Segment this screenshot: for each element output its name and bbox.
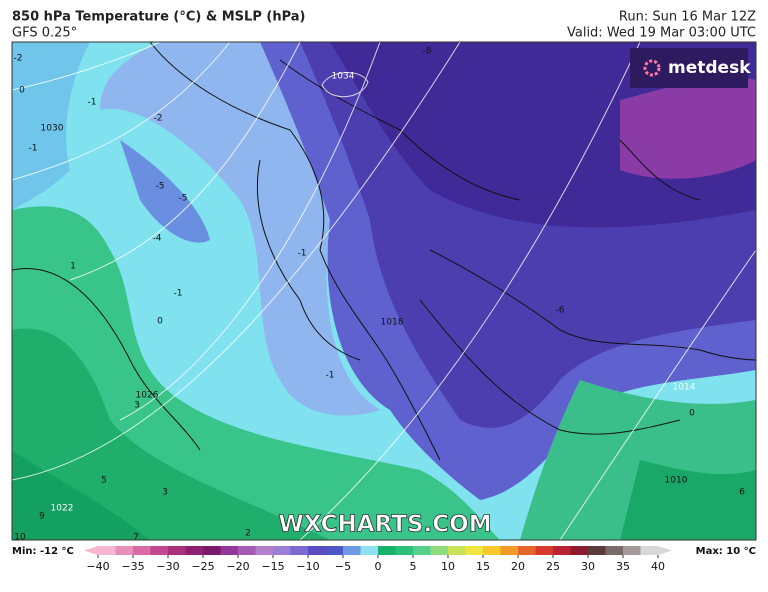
contour-label: 1034 — [332, 72, 355, 82]
colorbar-tick-label: 5 — [410, 560, 417, 573]
colorbar-segment — [238, 546, 256, 555]
colorbar-segment — [640, 546, 659, 555]
colorbar-segment — [343, 546, 361, 555]
colorbar-segment — [185, 546, 204, 555]
map: metdesk WXCHARTS.COM 1034103010261022101… — [11, 41, 757, 543]
logo-box — [630, 48, 748, 88]
colorbar-tick-label: 40 — [651, 560, 665, 573]
contour-label: 0 — [157, 317, 163, 327]
colorbar-tick-label: 10 — [441, 560, 455, 573]
model: GFS 0.25° — [12, 26, 77, 41]
contour-label: -1 — [29, 144, 38, 154]
colorbar-segment — [588, 546, 606, 555]
colorbar-segment — [168, 546, 186, 555]
colorbar-segment — [133, 546, 151, 555]
contour-label: -2 — [154, 114, 163, 124]
colorbar-segment — [98, 546, 116, 555]
contour-label: 6 — [739, 488, 745, 498]
contour-label: 3 — [134, 401, 140, 411]
contour-label: 5 — [101, 476, 107, 486]
contour-label: 1030 — [41, 124, 64, 134]
colorbar-tick-label: 30 — [581, 560, 595, 573]
colorbar-segment — [518, 546, 536, 555]
contour-label: 1022 — [51, 504, 74, 514]
colorbar-tick-label: 35 — [616, 560, 630, 573]
colorbar-segment — [605, 546, 624, 555]
colorbar-tick-label: −15 — [261, 560, 284, 573]
colorbar-segment — [430, 546, 449, 555]
colorbar-segment — [623, 546, 641, 555]
valid: Valid: Wed 19 Mar 03:00 UTC — [567, 26, 756, 41]
colorbar-tick-label: 25 — [546, 560, 560, 573]
colorbar-segment — [378, 546, 396, 555]
colorbar-tick-label: −25 — [191, 560, 214, 573]
colorbar-tick-label: 0 — [375, 560, 382, 573]
contour-label: -4 — [153, 234, 162, 244]
colorbar-segment — [255, 546, 274, 555]
contour-label: 9 — [39, 512, 45, 522]
colorbar-segment — [325, 546, 344, 555]
contour-label: 1014 — [673, 383, 696, 393]
colorbar-arrow-high — [658, 546, 672, 555]
legend-max: Max: 10 °C — [696, 546, 756, 557]
contour-label: 1018 — [381, 318, 404, 328]
colorbar-tick-label: −35 — [121, 560, 144, 573]
contour-label: -1 — [88, 98, 97, 108]
contour-label: 0 — [19, 86, 25, 96]
logo: metdesk — [668, 58, 751, 78]
colorbar-segment — [395, 546, 414, 555]
contour-label: -8 — [423, 47, 432, 57]
colorbar: −40 −35 −30 −25 −20 −15 −10 −5 0 5 10 15 20 25 30 35 40 — [84, 546, 672, 573]
colorbar-segment — [413, 546, 431, 555]
colorbar-segment — [483, 546, 501, 555]
colorbar-segment — [203, 546, 221, 555]
map-labels: 1034103010261022101810141010-20-1-2-1-5-… — [14, 47, 746, 543]
colorbar-segment — [150, 546, 169, 555]
contour-label: 1 — [70, 262, 76, 272]
colorbar-segment — [553, 546, 571, 555]
colorbar-tick-label: −5 — [335, 560, 351, 573]
colorbar-segment — [290, 546, 309, 555]
contour-label: 2 — [245, 529, 251, 539]
colorbar-tick-label: 20 — [511, 560, 525, 573]
colorbar-segment — [273, 546, 291, 555]
contour-label: 3 — [162, 488, 168, 498]
colorbar-segment — [535, 546, 554, 555]
colorbar-arrow-low — [84, 546, 98, 555]
contour-label: 1010 — [665, 476, 688, 486]
contour-label: 7 — [133, 533, 139, 543]
colorbar-tick-label: −20 — [226, 560, 249, 573]
colorbar-segment — [570, 546, 589, 555]
contour-label: -2 — [14, 54, 23, 64]
contour-label: -6 — [556, 306, 565, 316]
watermark: WXCHARTS.COM — [278, 512, 491, 538]
colorbar-tick-label: 15 — [476, 560, 490, 573]
colorbar-tick-label: −40 — [86, 560, 109, 573]
colorbar-segment — [360, 546, 379, 555]
colorbar-segment — [465, 546, 484, 555]
contour-label: -1 — [326, 371, 335, 381]
colorbar-tick-label: −30 — [156, 560, 179, 573]
colorbar-segment — [500, 546, 519, 555]
contour-label: 10 — [14, 533, 26, 543]
colorbar-segment — [220, 546, 239, 555]
colorbar-segment — [448, 546, 466, 555]
colorbar-segment — [308, 546, 326, 555]
run: Run: Sun 16 Mar 12Z — [619, 10, 756, 25]
colorbar-tick-label: −10 — [296, 560, 319, 573]
contour-label: -1 — [298, 249, 307, 259]
contour-label: -1 — [174, 289, 183, 299]
contour-label: -5 — [179, 194, 188, 204]
contour-label: 1026 — [136, 391, 159, 401]
title: 850 hPa Temperature (°C) & MSLP (hPa) — [12, 10, 305, 25]
contour-label: 0 — [689, 409, 695, 419]
legend-min: Min: -12 °C — [12, 546, 74, 557]
contour-label: -5 — [156, 182, 165, 192]
colorbar-segment — [115, 546, 134, 555]
